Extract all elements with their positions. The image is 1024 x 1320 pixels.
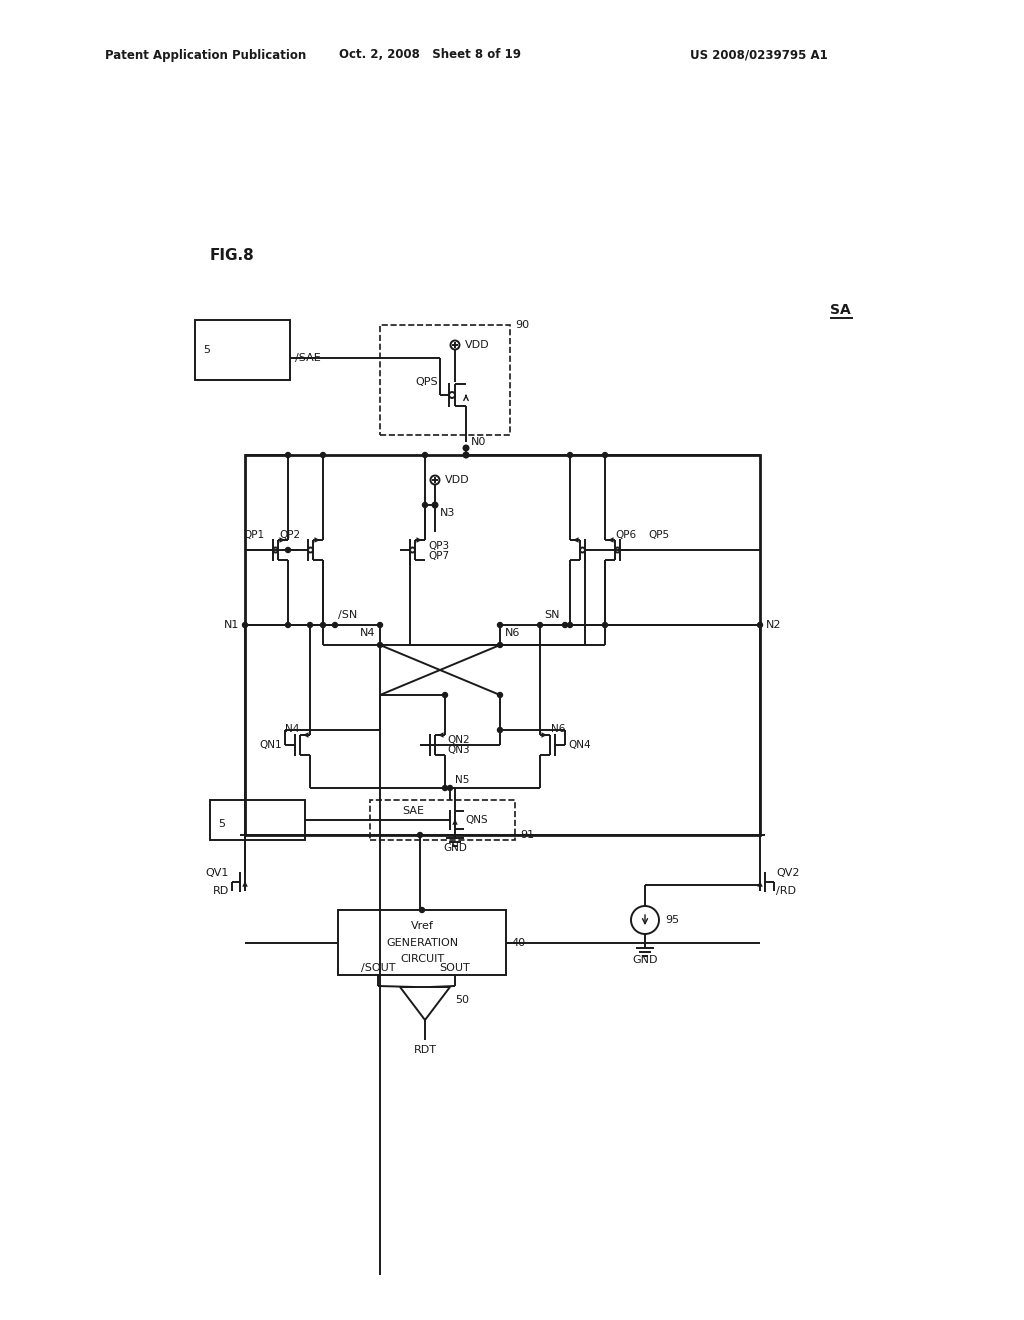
Circle shape [321, 453, 326, 458]
Circle shape [442, 693, 447, 697]
Text: GND: GND [632, 954, 657, 965]
Circle shape [567, 623, 572, 627]
Text: 5: 5 [203, 345, 210, 355]
Text: QP2: QP2 [279, 531, 300, 540]
Circle shape [498, 693, 503, 697]
Text: QN3: QN3 [447, 744, 470, 755]
Text: N1: N1 [223, 620, 239, 630]
Circle shape [418, 833, 423, 837]
Circle shape [498, 623, 503, 627]
Text: QV1: QV1 [206, 869, 228, 878]
Text: N6: N6 [551, 723, 565, 734]
Text: QN1: QN1 [259, 741, 282, 750]
Circle shape [464, 453, 469, 458]
Circle shape [378, 643, 383, 648]
Circle shape [758, 623, 763, 627]
Text: SAE: SAE [402, 807, 424, 816]
Text: N6: N6 [505, 628, 520, 638]
Circle shape [286, 548, 291, 553]
Text: /SN: /SN [338, 610, 357, 620]
Circle shape [447, 785, 453, 791]
Text: 50: 50 [455, 995, 469, 1005]
Text: QN4: QN4 [568, 741, 591, 750]
Text: N4: N4 [359, 628, 375, 638]
Circle shape [567, 453, 572, 458]
Circle shape [463, 453, 469, 458]
Text: QNS: QNS [466, 814, 488, 825]
Circle shape [286, 453, 291, 458]
Text: N0: N0 [471, 437, 486, 447]
Text: GENERATION: GENERATION [386, 937, 458, 948]
Text: 40: 40 [511, 937, 525, 948]
Circle shape [333, 623, 338, 627]
Circle shape [498, 643, 503, 648]
Bar [380, 325, 510, 436]
Circle shape [442, 785, 447, 791]
Text: VDD: VDD [445, 475, 470, 484]
Text: FIG.8: FIG.8 [210, 248, 255, 263]
Circle shape [286, 623, 291, 627]
Text: /RD: /RD [776, 886, 797, 896]
Text: 91: 91 [520, 830, 535, 840]
Circle shape [602, 453, 607, 458]
Text: QP3: QP3 [428, 541, 450, 550]
Circle shape [602, 623, 607, 627]
Text: RDT: RDT [414, 1045, 436, 1055]
Text: QPS: QPS [416, 376, 438, 387]
Text: N3: N3 [440, 508, 456, 517]
Text: QP7: QP7 [428, 550, 450, 561]
Text: SN: SN [545, 610, 560, 620]
Text: QN2: QN2 [447, 735, 470, 744]
Circle shape [498, 727, 503, 733]
Text: N2: N2 [766, 620, 781, 630]
Text: VDD: VDD [465, 341, 489, 350]
Text: CIRCUIT: CIRCUIT [400, 954, 444, 964]
Text: N5: N5 [455, 775, 469, 785]
Text: 95: 95 [665, 915, 679, 925]
Bar [210, 800, 305, 840]
Circle shape [562, 623, 567, 627]
Text: Oct. 2, 2008   Sheet 8 of 19: Oct. 2, 2008 Sheet 8 of 19 [339, 49, 521, 62]
Text: 90: 90 [515, 319, 529, 330]
Text: QP1: QP1 [244, 531, 265, 540]
Bar [245, 455, 760, 836]
Text: SA: SA [830, 304, 851, 317]
Circle shape [243, 623, 248, 627]
Text: Vref: Vref [411, 921, 433, 931]
Text: Patent Application Publication: Patent Application Publication [105, 49, 306, 62]
Text: 5: 5 [218, 818, 225, 829]
Text: SOUT: SOUT [439, 964, 470, 973]
Text: US 2008/0239795 A1: US 2008/0239795 A1 [690, 49, 827, 62]
Circle shape [423, 503, 427, 507]
Circle shape [463, 445, 469, 451]
Text: GND: GND [443, 843, 467, 853]
Bar [338, 909, 506, 975]
Circle shape [321, 623, 326, 627]
Circle shape [432, 502, 438, 508]
Text: RD: RD [213, 886, 228, 896]
Circle shape [307, 623, 312, 627]
Text: N4: N4 [285, 723, 299, 734]
Text: /SOUT: /SOUT [360, 964, 395, 973]
Bar [195, 319, 290, 380]
Circle shape [423, 453, 427, 458]
Bar [370, 800, 515, 840]
Text: QP5: QP5 [648, 531, 669, 540]
Text: QP6: QP6 [615, 531, 636, 540]
Circle shape [538, 623, 543, 627]
Circle shape [420, 908, 425, 912]
Text: /SAE: /SAE [295, 352, 321, 363]
Circle shape [378, 623, 383, 627]
Text: QV2: QV2 [776, 869, 800, 878]
